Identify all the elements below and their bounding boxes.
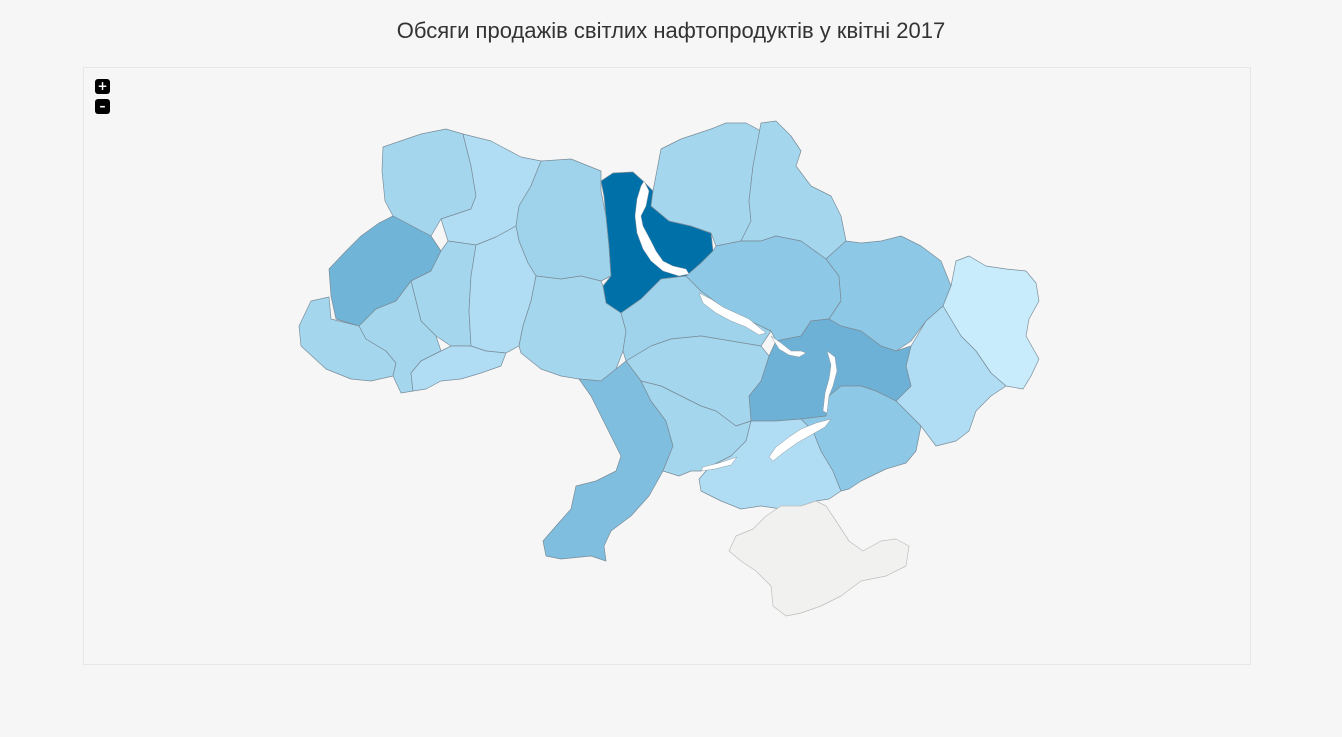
dnieper-kyiv-reservoir (634, 180, 690, 277)
page-title: Обсяги продажів світлих нафтопродуктів у… (396, 18, 946, 43)
map-container[interactable]: + – (83, 67, 1251, 665)
region-chernivtsi[interactable] (410, 345, 507, 392)
dnieper-kremenchuk-reservoir (698, 292, 767, 336)
dnieper-middle (770, 335, 807, 358)
dnieper-estuary (700, 456, 738, 472)
zoom-out-button[interactable]: – (95, 99, 110, 114)
region-zaporizhzhia[interactable] (800, 385, 922, 492)
dnieper-bend (822, 350, 838, 414)
zoom-in-button[interactable]: + (95, 79, 110, 94)
ukraine-map (298, 120, 1040, 617)
region-kherson[interactable] (698, 418, 842, 510)
region-crimea (728, 500, 910, 617)
dnieper-kakhovka-reservoir (768, 418, 832, 462)
